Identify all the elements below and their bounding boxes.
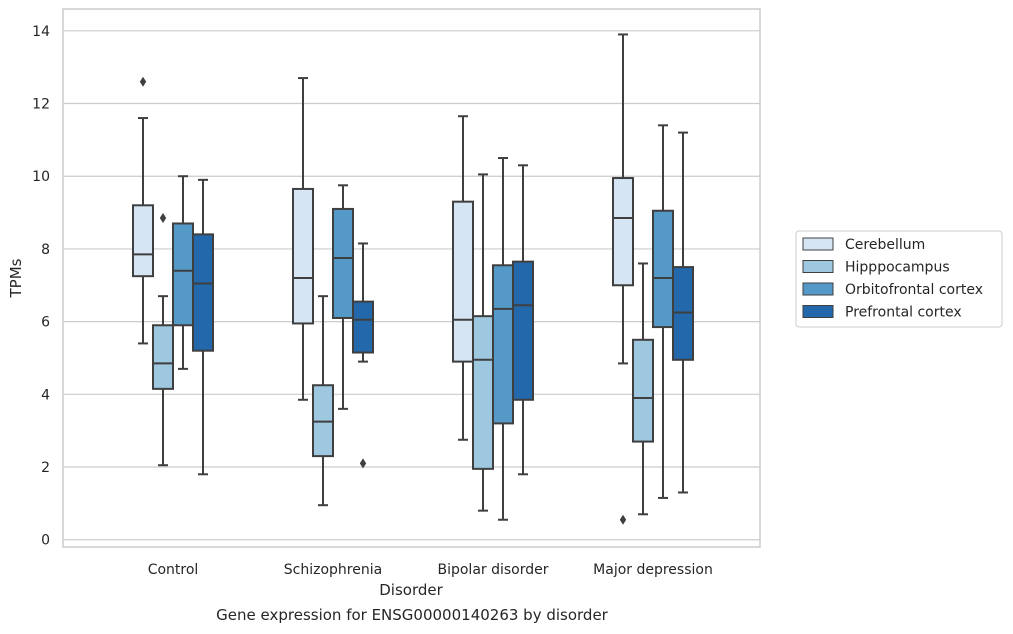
box-body bbox=[652, 209, 674, 329]
box-body bbox=[612, 177, 634, 287]
outlier-point bbox=[619, 514, 627, 525]
box-0-2 bbox=[172, 175, 194, 370]
legend-swatch bbox=[802, 260, 834, 273]
box-0-0 bbox=[132, 76, 154, 345]
outlier-point bbox=[159, 213, 167, 224]
box-1-3 bbox=[352, 242, 374, 469]
box-3-0 bbox=[612, 33, 634, 525]
box-2-2 bbox=[492, 157, 514, 521]
box-body bbox=[332, 207, 354, 319]
box-3-3 bbox=[672, 131, 694, 494]
box-1-2 bbox=[332, 184, 354, 410]
box-groups bbox=[132, 33, 694, 525]
chart-caption: Gene expression for ENSG00000140263 by d… bbox=[216, 606, 608, 624]
box-0-3 bbox=[192, 178, 214, 476]
legend: Cerebellum Hipppocampus Orbitofrontal cort… bbox=[795, 230, 1003, 328]
box-body bbox=[152, 324, 174, 390]
x-tick-label: Control bbox=[148, 562, 199, 578]
box-body bbox=[192, 233, 214, 352]
x-axis-ticks: Control Schizophrenia Bipolar disorder Majo… bbox=[148, 562, 713, 578]
outlier-point bbox=[359, 458, 367, 469]
box-body bbox=[632, 338, 654, 443]
box-body bbox=[452, 200, 474, 363]
x-tick-label: Schizophrenia bbox=[284, 562, 382, 578]
legend-frame bbox=[795, 230, 1003, 328]
box-2-3 bbox=[512, 164, 534, 476]
x-tick-label: Bipolar disorder bbox=[437, 562, 548, 578]
legend-swatch bbox=[802, 305, 834, 318]
y-axis-label: TPMs bbox=[7, 258, 25, 298]
box-body bbox=[172, 222, 194, 327]
legend-swatch bbox=[802, 237, 834, 251]
box-1-1 bbox=[312, 295, 334, 507]
box-body bbox=[512, 260, 534, 401]
y-tick-label: 10 bbox=[32, 169, 50, 185]
legend-swatch bbox=[802, 282, 834, 296]
legend-label: Prefrontal cortex bbox=[845, 305, 962, 321]
y-axis-ticks: 0 2 4 6 8 10 12 14 bbox=[32, 24, 50, 549]
box-body bbox=[492, 264, 514, 425]
box-1-0 bbox=[292, 77, 314, 401]
box-body bbox=[352, 300, 374, 354]
y-tick-label: 8 bbox=[41, 242, 50, 258]
y-tick-label: 6 bbox=[41, 315, 50, 331]
box-3-1 bbox=[632, 262, 654, 516]
box-2-0 bbox=[452, 115, 474, 441]
box-0-1 bbox=[152, 213, 174, 467]
y-tick-label: 2 bbox=[41, 460, 50, 476]
box-body bbox=[132, 204, 154, 278]
y-tick-label: 12 bbox=[32, 97, 50, 113]
outlier-point bbox=[139, 76, 147, 87]
x-tick-label: Major depression bbox=[593, 562, 713, 578]
legend-label: Orbitofrontal cortex bbox=[845, 282, 983, 298]
box-2-1 bbox=[472, 173, 494, 512]
y-tick-label: 14 bbox=[32, 24, 50, 40]
box-3-2 bbox=[652, 124, 674, 499]
box-body bbox=[292, 187, 314, 325]
x-axis-label: Disorder bbox=[379, 581, 443, 599]
y-tick-label: 4 bbox=[41, 387, 50, 403]
legend-label: Cerebellum bbox=[845, 237, 925, 253]
y-tick-label: 0 bbox=[41, 533, 50, 549]
plot-frame bbox=[62, 8, 761, 548]
box-body bbox=[472, 315, 494, 470]
legend-label: Hipppocampus bbox=[845, 260, 950, 276]
